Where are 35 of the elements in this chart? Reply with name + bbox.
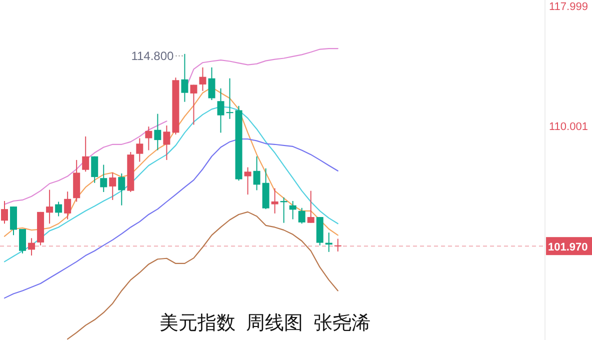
candlestick [28,238,36,256]
candlestick [136,138,144,162]
candlestick [298,207,306,224]
candlestick [1,200,8,224]
line-series [4,138,338,299]
candlestick [109,172,116,200]
candlestick [145,126,152,151]
candlestick [19,228,26,254]
candlestick [91,156,98,184]
ref-line-label: 101.970 [548,242,588,254]
candlestick [154,113,162,151]
candlestick [199,66,206,92]
candlestick [208,66,216,101]
annotation: 114.800 [131,48,174,63]
y-tick-label: 110.001 [549,120,588,133]
candlestick [217,88,224,134]
text: 美元指数 周线图 张尧浠 [159,312,371,334]
candlestick [289,200,296,220]
candlestick [100,164,108,193]
candlestick [334,238,342,252]
candlestick [253,156,260,191]
candlestick [226,78,234,120]
candlestick [163,125,170,160]
candlestick [190,84,198,126]
candlestick [244,166,252,196]
candlestick [55,201,62,217]
candlestick [271,188,278,214]
candlestick [181,53,188,102]
y-tick-label: 117.999 [549,1,588,14]
candlestick [82,136,90,172]
candlestick [46,189,54,224]
candlestick [307,190,314,224]
candlestick [64,191,72,220]
candlestick [118,172,126,206]
candlestick [10,206,18,236]
